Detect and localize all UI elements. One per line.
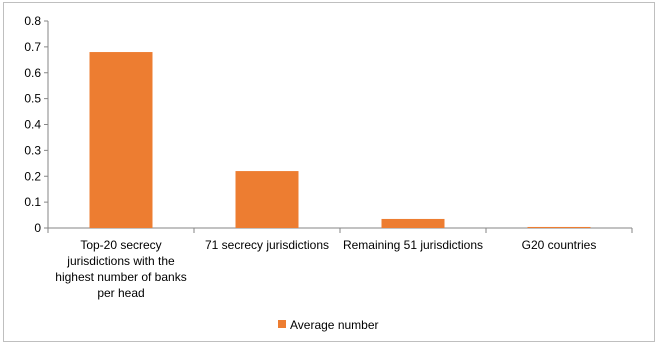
y-tick-label: 0 [34,221,41,235]
chart-legend: Average number [278,318,379,332]
y-tick-label: 0.6 [24,66,41,80]
y-tick-label: 0.4 [24,118,41,132]
y-tick-label: 0.5 [24,92,41,106]
bar [89,52,153,228]
y-tick-label: 0.2 [24,169,41,183]
y-tick-label: 0.8 [24,14,41,28]
y-tick-label: 0.1 [24,195,41,209]
x-tick-label: 71 secrecy jurisdictions [205,238,329,252]
x-tick-label: highest number of banks [55,270,186,284]
x-tick-label: per head [97,286,144,300]
legend-label: Average number [290,318,379,332]
x-tick-label: G20 countries [522,238,597,252]
bar [381,218,445,228]
bar [527,226,591,228]
y-tick-labels: 0 0.1 0.2 0.3 0.4 0.5 0.6 0.7 0.8 [24,14,41,235]
y-tick-label: 0.7 [24,40,41,54]
bar [235,171,299,228]
legend-swatch [278,320,286,328]
x-tick-label: Remaining 51 jurisdictions [343,238,483,252]
x-tick-labels: Top-20 secrecy jurisdictions with the high… [55,238,596,300]
x-tick-label: Top-20 secrecy [80,238,161,252]
x-tick-label: jurisdictions with the [66,254,175,268]
y-tick-label: 0.3 [24,143,41,157]
chart-bars [89,52,591,228]
